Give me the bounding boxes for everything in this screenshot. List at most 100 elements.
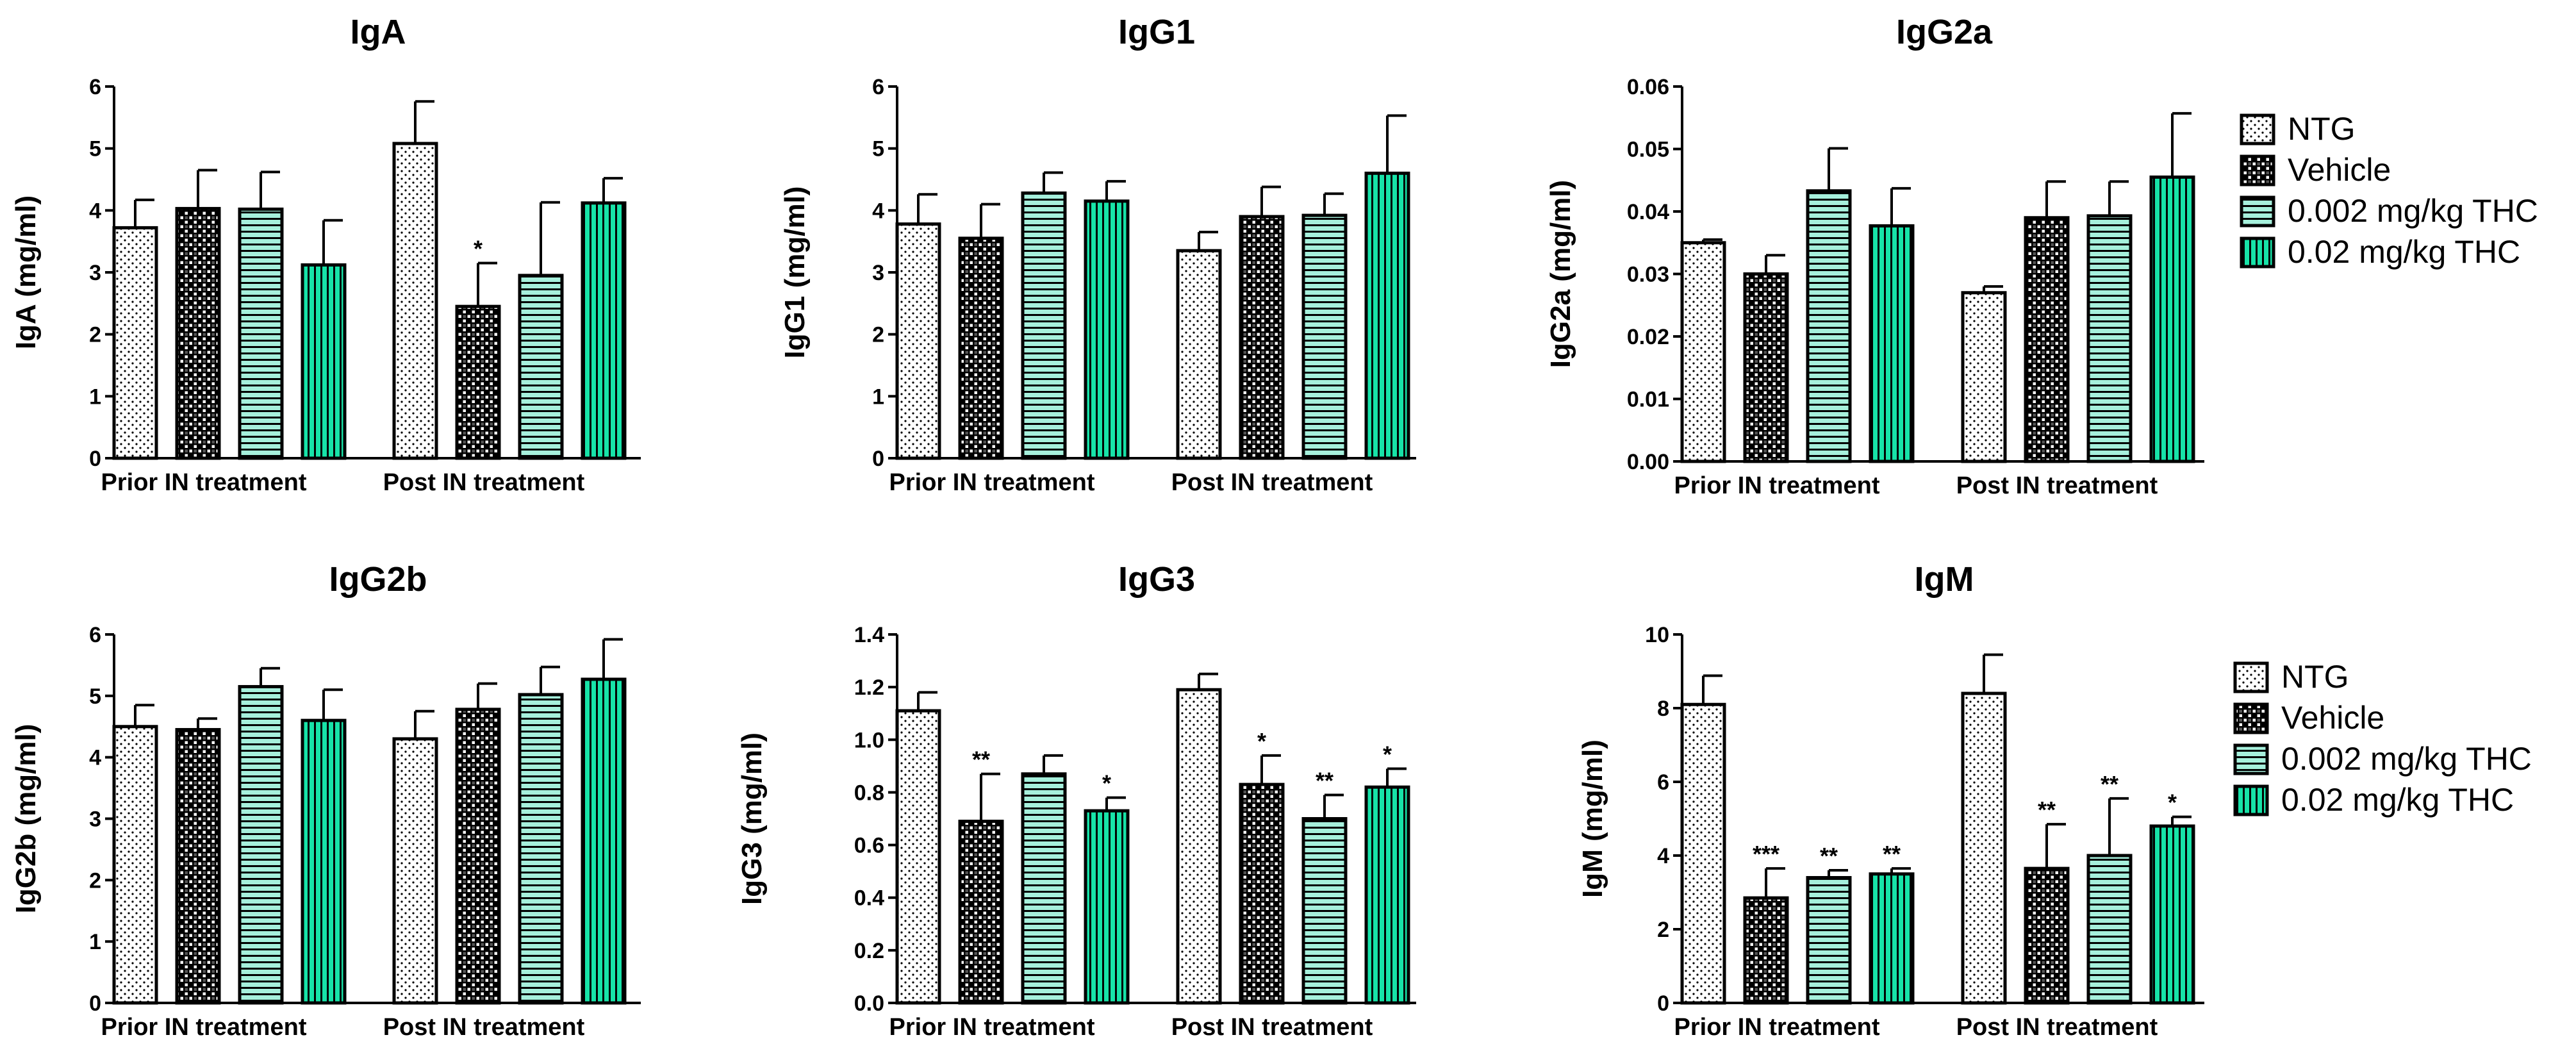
legend-label: 0.02 mg/kg THC [2281, 782, 2514, 818]
bar-vehicle [958, 820, 1004, 1005]
x-tick-label: Post IN treatment [1956, 472, 2158, 499]
y-tick-label: 5 [89, 684, 101, 709]
bar-0-02-mg-kg-thc [1084, 809, 1130, 1005]
significance-label: ** [2101, 771, 2118, 797]
legend-swatch-0-02-mg-kg-thc [2240, 236, 2275, 269]
bar-vehicle [1239, 215, 1285, 460]
y-tick-label: 4 [89, 199, 101, 223]
bar-0-02-mg-kg-thc [581, 201, 627, 460]
legend-label: 0.002 mg/kg THC [2281, 741, 2532, 777]
x-tick-label: Prior IN treatment [1674, 1014, 1880, 1041]
y-tick-label: 6 [872, 75, 884, 99]
bar-0-02-mg-kg-thc [1364, 171, 1410, 460]
bar-0-02-mg-kg-thc [301, 718, 347, 1005]
y-tick-label: 0.03 [1627, 263, 1669, 287]
significance-label: ** [1316, 768, 1333, 794]
legend: NTG Vehicle 0.002 mg/kg THC 0.02 mg/kg THC [2233, 659, 2532, 818]
chart-panels: IgA IgA (mg/ml) 0 1 2 3 4 5 6 Prior IN treatment P… [10, 13, 2204, 1041]
bar-ntg [1176, 688, 1222, 1005]
bar-0-02-mg-kg-thc [1364, 785, 1410, 1005]
bar-0-02-mg-kg-thc [581, 677, 627, 1005]
bar-ntg [1961, 291, 2007, 463]
bar-0-002-mg-kg-thc [518, 274, 564, 460]
y-tick-label: 4 [872, 199, 884, 223]
bar-0-002-mg-kg-thc [1021, 191, 1067, 460]
bar-vehicle [455, 304, 501, 460]
y-tick-label: 0 [89, 447, 101, 471]
y-tick-label: 0.04 [1627, 200, 1669, 224]
chart-title: IgG3 [1118, 560, 1195, 599]
y-tick-label: 0 [1657, 991, 1669, 1016]
bar-vehicle [455, 708, 501, 1005]
y-tick-label: 0.05 [1627, 138, 1669, 162]
legend-swatch-0-002-mg-kg-thc [2233, 743, 2269, 775]
y-tick-label: 1.4 [854, 623, 884, 647]
bar-vehicle [2024, 216, 2070, 463]
x-tick-label: Post IN treatment [1956, 1014, 2158, 1041]
y-tick-label: 1 [89, 930, 101, 954]
significance-label: ** [972, 747, 990, 773]
significance-label: ** [1820, 843, 1838, 869]
y-tick-label: 1 [89, 385, 101, 409]
y-tick-label: 0.06 [1627, 75, 1669, 99]
bar-ntg [895, 222, 941, 460]
y-axis-label: IgA (mg/ml) [10, 195, 42, 349]
y-tick-label: 0.6 [854, 834, 884, 858]
chart-title: IgM [1915, 560, 1974, 599]
y-tick-label: 0.8 [854, 781, 884, 805]
y-tick-label: 6 [89, 623, 101, 647]
bar-ntg [895, 709, 941, 1005]
y-tick-label: 5 [872, 137, 884, 161]
y-axis-label: IgG2b (mg/ml) [10, 724, 42, 914]
y-tick-label: 0 [872, 447, 884, 471]
bar-vehicle [2024, 866, 2070, 1005]
y-tick-label: 0.2 [854, 939, 884, 963]
significance-label: * [1383, 741, 1392, 767]
legend-label: NTG [2281, 659, 2349, 695]
bar-0-002-mg-kg-thc [518, 693, 564, 1005]
x-tick-label: Post IN treatment [383, 469, 585, 496]
y-tick-label: 1 [872, 385, 884, 409]
panel-igg1: IgG1 IgG1 (mg/ml) 0 1 2 3 4 5 6 Prior IN treatmen… [779, 13, 1416, 496]
x-tick-label: Post IN treatment [383, 1014, 585, 1041]
y-axis-label: IgM (mg/ml) [1577, 740, 1608, 898]
bar-vehicle [1239, 782, 1285, 1005]
chart-title: IgA [351, 13, 406, 51]
panel-igg3: IgG3 IgG3 (mg/ml) 0.0 0.2 0.4 0.6 0.8 1.0 1.2 1.4… [736, 560, 1416, 1041]
y-tick-label: 2 [872, 323, 884, 347]
y-tick-label: 0.4 [854, 886, 884, 911]
x-tick-label: Prior IN treatment [101, 1014, 307, 1041]
x-tick-label: Prior IN treatment [889, 1014, 1095, 1041]
bar-vehicle [175, 728, 221, 1005]
legend: NTG Vehicle 0.002 mg/kg THC 0.02 mg/kg THC [2240, 111, 2538, 270]
bar-ntg [392, 737, 438, 1005]
bar-ntg [392, 142, 438, 460]
legend-swatch-0-02-mg-kg-thc [2233, 784, 2269, 816]
chart-title: IgG1 [1118, 13, 1195, 51]
legend-swatch-0-002-mg-kg-thc [2240, 195, 2275, 228]
significance-label: ** [2038, 797, 2056, 823]
y-tick-label: 0.02 [1627, 325, 1669, 349]
bar-0-02-mg-kg-thc [2149, 824, 2195, 1005]
bar-0-02-mg-kg-thc [1869, 872, 1915, 1005]
bar-0-02-mg-kg-thc [301, 263, 347, 460]
y-axis-label: IgG3 (mg/ml) [736, 732, 768, 905]
bar-ntg [1176, 249, 1222, 460]
y-axis-label: IgG2a (mg/ml) [1545, 180, 1576, 368]
y-tick-label: 4 [89, 746, 101, 770]
bar-vehicle [958, 236, 1004, 460]
y-tick-label: 5 [89, 137, 101, 161]
y-tick-label: 8 [1657, 697, 1669, 721]
bar-0-02-mg-kg-thc [1869, 224, 1915, 463]
x-tick-label: Prior IN treatment [889, 469, 1095, 496]
bar-0-002-mg-kg-thc [238, 207, 284, 460]
y-tick-label: 2 [89, 323, 101, 347]
bar-ntg [1680, 241, 1726, 463]
y-tick-label: 6 [89, 75, 101, 99]
x-tick-label: Prior IN treatment [1674, 472, 1880, 499]
legend-label: Vehicle [2281, 700, 2384, 736]
x-tick-label: Prior IN treatment [101, 469, 307, 496]
legend-swatch-vehicle [2233, 702, 2269, 734]
